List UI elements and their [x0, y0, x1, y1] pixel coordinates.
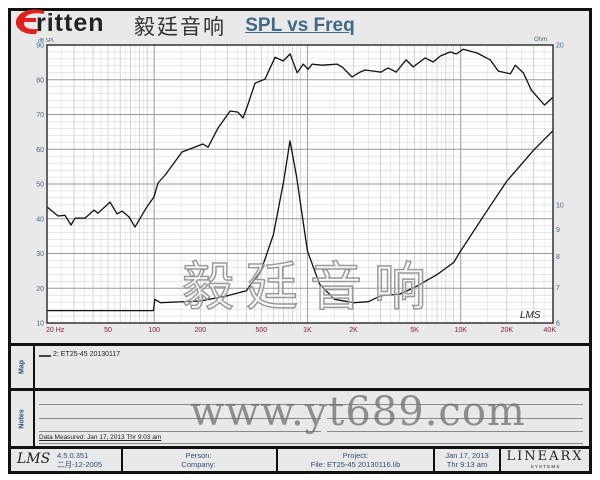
- logo-wordmark: ritten: [36, 9, 105, 37]
- legend-line-swatch: [39, 355, 51, 357]
- footer: LMS 4.5.0.351 二月-12-2005 Person: Company…: [11, 446, 589, 471]
- impedance-curve: [47, 130, 554, 312]
- logo-swoosh-icon: [15, 9, 44, 35]
- footer-version-cell: LMS 4.5.0.351 二月-12-2005: [11, 449, 123, 471]
- notes-section: Notes Data Measured: Jan 17, 2013 Thr 9:…: [11, 388, 589, 447]
- logo-chinese: 毅廷音响: [134, 15, 226, 39]
- report-time: Thr 9:13 am: [446, 460, 488, 469]
- y2-tick-label: 7: [556, 285, 560, 292]
- footer-date-cell: Jan 17, 2013 Thr 9:13 am: [435, 449, 501, 471]
- spl-curve: [46, 48, 554, 228]
- y-tick-label: 40: [36, 216, 44, 223]
- x-tick-label: 5K: [410, 327, 419, 334]
- x-tick-label: 50: [104, 327, 112, 334]
- tick-labels: 20 Hz 50 100 200 500 1K 2K 5K 10K 20K 40K 10 20 30 40 5…: [36, 43, 564, 335]
- url-watermark: www.yt689.com: [190, 389, 526, 435]
- x-tick-label: 100: [148, 327, 160, 334]
- spl-impedance-chart: 20 Hz 50 100 200 500 1K 2K 5K 10K 20K 40K 10 20 30 40 5…: [36, 37, 564, 335]
- y2-axis-label: Ohm: [534, 37, 547, 43]
- lms-plot-mark: LMS: [520, 310, 541, 321]
- note-line: [327, 431, 583, 432]
- y2-tick-label: 20: [556, 43, 564, 50]
- report-date: Jan 17, 2013: [445, 451, 489, 460]
- y2-tick-label: 9: [556, 227, 560, 234]
- notes-side-label: Notes: [11, 391, 35, 447]
- legend-entry: 2: ET25-45 20130117: [53, 351, 121, 358]
- note-line: [39, 443, 583, 444]
- x-tick-label: 1K: [303, 327, 312, 334]
- footer-person-cell: Person: Company:: [121, 449, 278, 471]
- company-label: Company:: [181, 460, 216, 469]
- y-axis-label: dB SPL: [38, 38, 55, 44]
- y2-tick-label: 6: [556, 321, 560, 328]
- note-line: [39, 431, 321, 432]
- note-line: [327, 418, 583, 419]
- y2-tick-label: 10: [556, 203, 564, 210]
- y-tick-label: 60: [36, 147, 44, 154]
- note-line: [327, 404, 583, 405]
- y-tick-label: 10: [36, 321, 44, 328]
- x-tick-label: 2K: [349, 327, 358, 334]
- person-label: Person:: [185, 451, 212, 460]
- y2-tick-label: 8: [556, 254, 560, 261]
- note-line: [39, 404, 321, 405]
- grid: [46, 44, 554, 324]
- y-tick-label: 50: [36, 182, 44, 189]
- linearx-logo: LINEARX S Y S T E M S: [506, 449, 584, 470]
- curves: [46, 48, 554, 312]
- plot-border: [46, 44, 554, 324]
- note-line: [39, 418, 321, 419]
- version: 4.5.0.351: [57, 451, 89, 460]
- x-tick-label: 20 Hz: [46, 327, 65, 334]
- lms-logo: LMS: [17, 451, 51, 467]
- y-tick-label: 20: [36, 286, 44, 293]
- footer-project-cell: Project: File: ET25-45 20130116.lib: [278, 449, 435, 471]
- project-file: File: ET25-45 20130116.lib: [310, 460, 401, 469]
- x-tick-label: 500: [255, 327, 267, 334]
- y-tick-label: 80: [36, 77, 44, 84]
- build-date: 二月-12-2005: [57, 460, 103, 469]
- project-label: Project:: [342, 451, 369, 460]
- map-section: Map 2: ET25-45 20130117: [11, 343, 589, 388]
- y-tick-label: 30: [36, 251, 44, 258]
- x-tick-label: 40K: [544, 327, 557, 334]
- y-tick-label: 90: [36, 43, 44, 50]
- data-measured-text: Data Measured: Jan 17, 2013 Thr 9:03 am: [39, 434, 162, 441]
- map-side-label: Map: [11, 346, 35, 388]
- x-tick-label: 200: [194, 327, 206, 334]
- x-tick-label: 10K: [454, 327, 467, 334]
- y-tick-label: 70: [36, 112, 44, 119]
- x-tick-label: 20K: [501, 327, 514, 334]
- chinese-watermark: 毅廷音响: [181, 258, 439, 318]
- chart-title: SPL vs Freq: [245, 15, 355, 36]
